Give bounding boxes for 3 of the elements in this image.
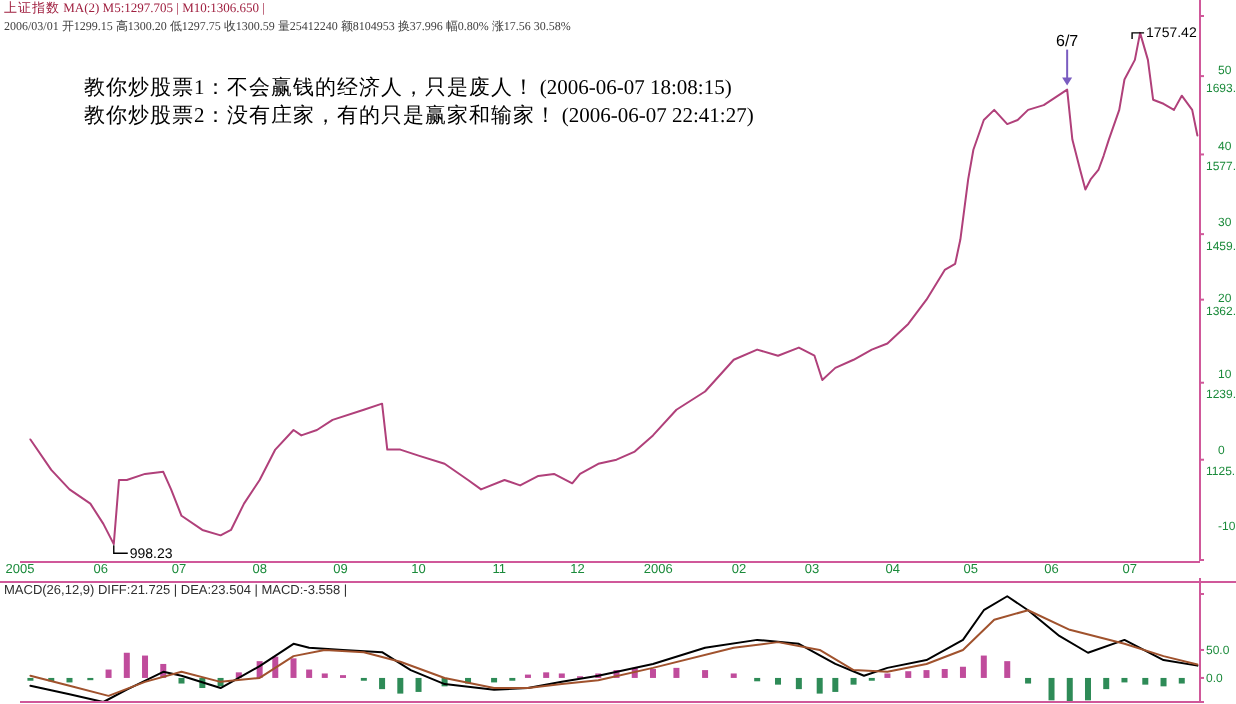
annotation: 教你炒股票1：不会赢钱的经济人，只是废人！ (2006-06-07 18:08:15) — [84, 74, 733, 100]
annotation: 6/7 — [1056, 31, 1080, 50]
annotation: 教你炒股票2：没有庄家，有的只是赢家和输家！ (2006-06-07 22:41:27) — [84, 102, 755, 128]
